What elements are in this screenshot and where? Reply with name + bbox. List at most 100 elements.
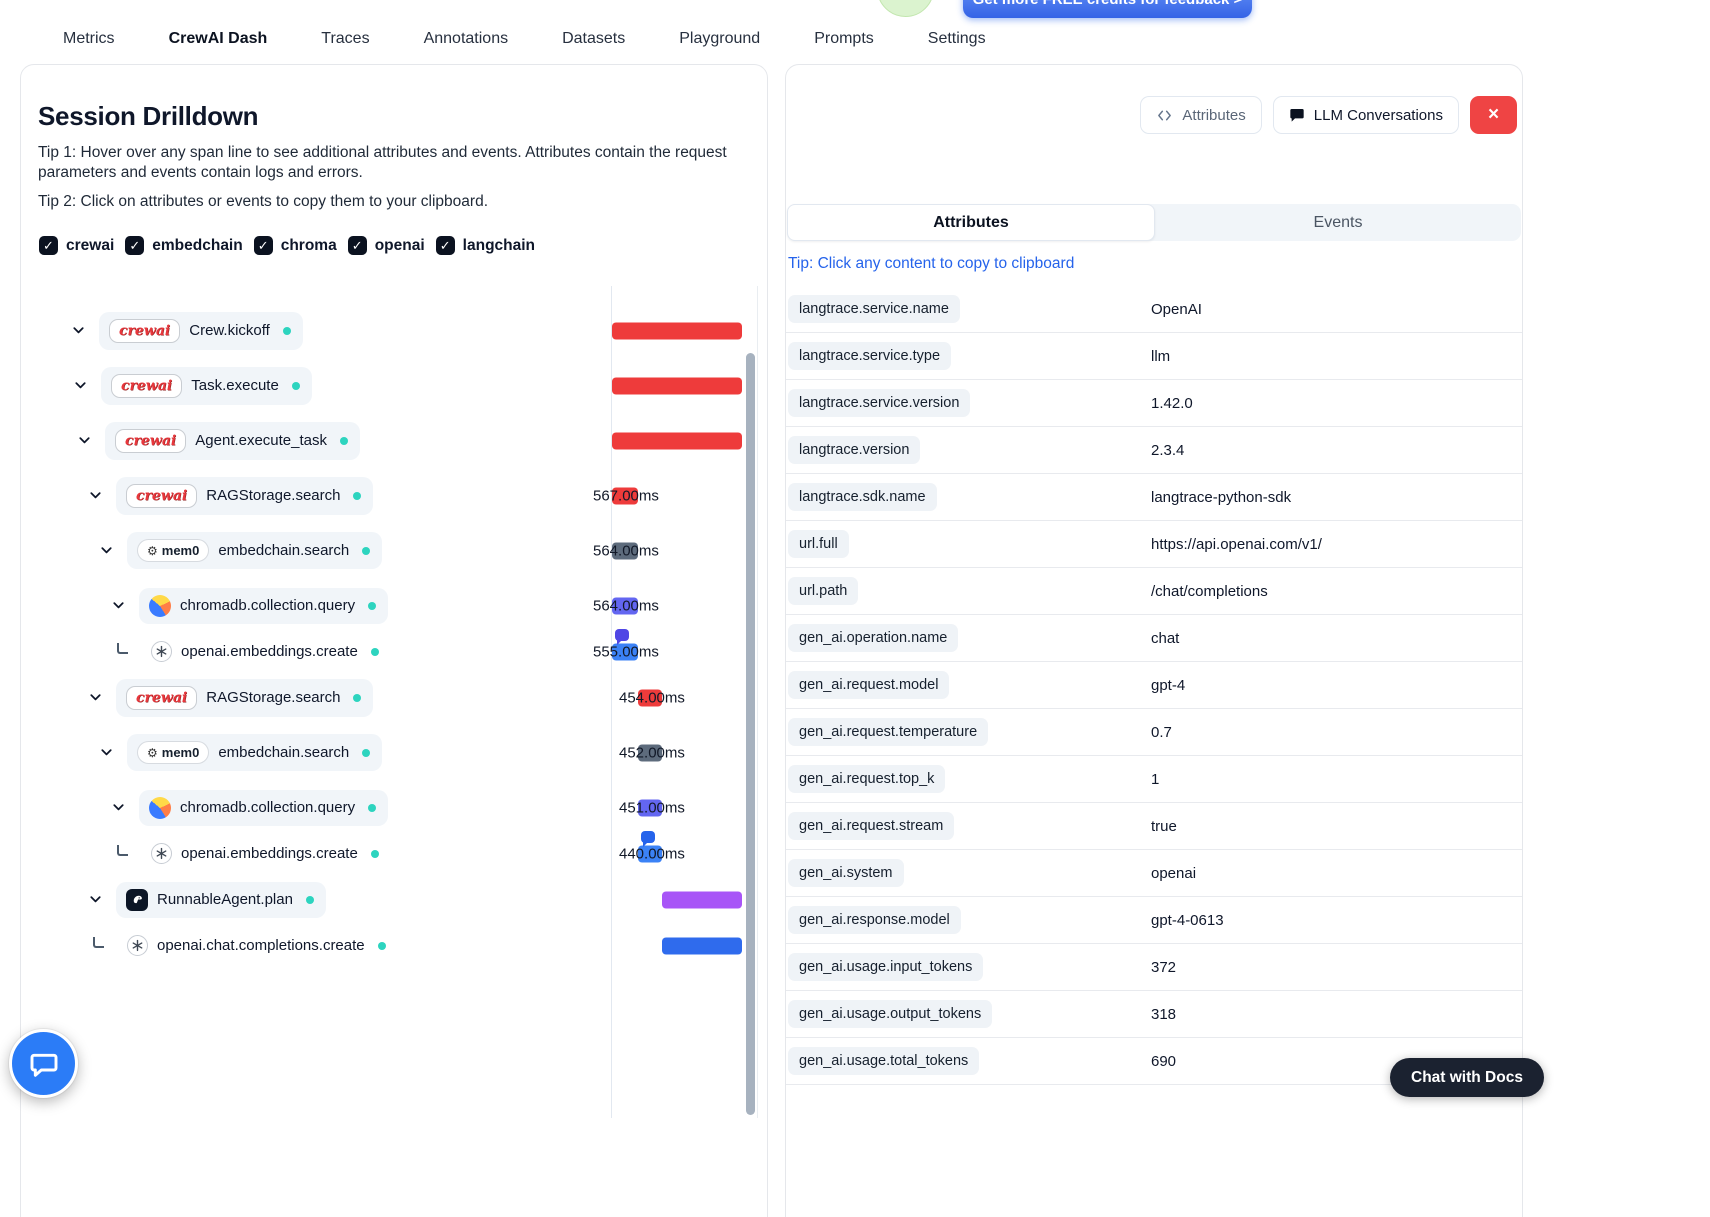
attribute-value[interactable]: 1.42.0: [1151, 394, 1193, 412]
span-timeline-bar[interactable]: [638, 799, 662, 816]
nav-tab-playground[interactable]: Playground: [679, 30, 761, 47]
span-timeline-bar[interactable]: [612, 322, 742, 339]
nav-tab-datasets[interactable]: Datasets: [562, 30, 626, 47]
checkbox-icon[interactable]: ✓: [125, 236, 145, 255]
span-timeline-bar[interactable]: [612, 542, 638, 559]
attribute-value[interactable]: 2.3.4: [1151, 441, 1185, 459]
attribute-value[interactable]: /chat/completions: [1151, 582, 1268, 600]
chevron-down-icon[interactable]: [111, 598, 126, 613]
checkbox-icon[interactable]: ✓: [347, 236, 367, 255]
span-row[interactable]: openai.embeddings.create 440.00ms: [21, 831, 769, 872]
chevron-down-icon[interactable]: [73, 378, 88, 393]
span-row[interactable]: chromadb.collection.query 451.00ms: [21, 780, 769, 835]
nav-tab-annotations[interactable]: Annotations: [423, 30, 509, 47]
span-label-pill[interactable]: chromadb.collection.query: [139, 587, 389, 624]
chevron-down-icon[interactable]: [88, 892, 103, 907]
attribute-key[interactable]: langtrace.service.type: [788, 342, 952, 370]
attribute-value[interactable]: gpt-4: [1151, 676, 1186, 694]
attribute-key[interactable]: gen_ai.request.top_k: [788, 765, 946, 793]
nav-tab-prompts[interactable]: Prompts: [814, 30, 874, 47]
span-label-pill[interactable]: chromadb.collection.query: [139, 789, 389, 826]
span-row[interactable]: chromadb.collection.query 564.00ms: [21, 578, 769, 633]
filter-langchain[interactable]: ✓ langchain: [435, 236, 535, 255]
span-label-pill[interactable]: ⚙ mem0 embedchain.search: [127, 532, 383, 569]
attribute-key[interactable]: gen_ai.request.stream: [788, 812, 955, 840]
span-row[interactable]: ⚙ mem0 embedchain.search 452.00ms: [21, 725, 769, 780]
attribute-key[interactable]: langtrace.service.version: [788, 389, 971, 417]
checkbox-icon[interactable]: ✓: [435, 236, 455, 255]
span-row[interactable]: crewai Crew.kickoff: [21, 303, 769, 358]
span-label-pill[interactable]: crewai Agent.execute_task: [105, 421, 361, 460]
attribute-key[interactable]: gen_ai.usage.total_tokens: [788, 1047, 980, 1075]
span-row[interactable]: crewai RAGStorage.search 567.00ms: [21, 468, 769, 523]
span-label-pill[interactable]: openai.chat.completions.create: [119, 931, 394, 960]
attribute-key[interactable]: gen_ai.operation.name: [788, 624, 959, 652]
span-row[interactable]: openai.chat.completions.create: [21, 927, 769, 964]
checkbox-icon[interactable]: ✓: [253, 236, 273, 255]
span-timeline-bar[interactable]: [612, 487, 638, 504]
chevron-down-icon[interactable]: [88, 690, 103, 705]
span-label-pill[interactable]: openai.embeddings.create: [143, 637, 387, 666]
attribute-key[interactable]: gen_ai.usage.output_tokens: [788, 1000, 993, 1028]
chevron-down-icon[interactable]: [111, 800, 126, 815]
attribute-value[interactable]: 318: [1151, 1005, 1177, 1023]
span-timeline-bar[interactable]: [638, 744, 662, 761]
attribute-value[interactable]: 690: [1151, 1052, 1177, 1070]
span-timeline-bar[interactable]: [612, 432, 742, 449]
attribute-key[interactable]: gen_ai.system: [788, 859, 904, 887]
llm-conversations-button[interactable]: LLM Conversations: [1272, 96, 1459, 134]
attribute-value[interactable]: 372: [1151, 958, 1177, 976]
chevron-down-icon[interactable]: [99, 745, 114, 760]
span-label-pill[interactable]: crewai Task.execute: [101, 366, 312, 405]
attribute-value[interactable]: 1: [1151, 770, 1160, 788]
copy-tip-link[interactable]: Tip: Click any content to copy to clipbo…: [788, 255, 1075, 272]
attribute-key[interactable]: url.path: [788, 577, 859, 605]
span-timeline-bar[interactable]: [612, 377, 742, 394]
close-button[interactable]: ×: [1470, 96, 1517, 134]
span-label-pill[interactable]: crewai RAGStorage.search: [116, 476, 374, 515]
span-timeline-bar[interactable]: [638, 689, 662, 706]
filter-embedchain[interactable]: ✓ embedchain: [125, 236, 243, 255]
span-label-pill[interactable]: ⚙ mem0 embedchain.search: [127, 734, 383, 771]
filter-crewai[interactable]: ✓ crewai: [39, 236, 114, 255]
chevron-down-icon[interactable]: [71, 323, 86, 338]
chat-widget-button[interactable]: [9, 1029, 78, 1098]
span-row[interactable]: crewai Task.execute: [21, 358, 769, 413]
nav-tab-crewai-dash[interactable]: CrewAI Dash: [168, 30, 268, 66]
nav-tab-metrics[interactable]: Metrics: [63, 30, 115, 47]
attribute-value[interactable]: gpt-4-0613: [1151, 911, 1224, 929]
attribute-key[interactable]: langtrace.service.name: [788, 295, 960, 323]
attribute-value[interactable]: openai: [1151, 864, 1197, 882]
nav-tab-settings[interactable]: Settings: [927, 30, 986, 47]
span-row[interactable]: ⚙ mem0 embedchain.search 564.00ms: [21, 523, 769, 578]
filter-openai[interactable]: ✓ openai: [347, 236, 425, 255]
llm-bubble-icon[interactable]: [615, 629, 629, 645]
tab-attributes[interactable]: Attributes: [787, 204, 1155, 241]
avatar[interactable]: [877, 0, 934, 17]
chevron-down-icon[interactable]: [99, 543, 114, 558]
span-row[interactable]: crewai RAGStorage.search 454.00ms: [21, 670, 769, 725]
attribute-value[interactable]: OpenAI: [1151, 300, 1202, 318]
attribute-key[interactable]: gen_ai.request.temperature: [788, 718, 989, 746]
span-row[interactable]: openai.embeddings.create 555.00ms: [21, 629, 769, 670]
attribute-key[interactable]: gen_ai.request.model: [788, 671, 950, 699]
attribute-value[interactable]: langtrace-python-sdk: [1151, 488, 1292, 506]
llm-bubble-icon[interactable]: [641, 831, 655, 847]
span-row[interactable]: RunnableAgent.plan: [21, 872, 769, 927]
span-timeline-bar[interactable]: [612, 643, 638, 660]
chat-with-docs-button[interactable]: Chat with Docs: [1390, 1058, 1544, 1097]
span-row[interactable]: crewai Agent.execute_task: [21, 413, 769, 468]
attributes-code-button[interactable]: Attributes: [1140, 96, 1262, 134]
chevron-down-icon[interactable]: [88, 488, 103, 503]
span-label-pill[interactable]: RunnableAgent.plan: [116, 881, 326, 918]
span-timeline-bar[interactable]: [638, 845, 662, 862]
attribute-value[interactable]: 0.7: [1151, 723, 1172, 741]
attribute-value[interactable]: chat: [1151, 629, 1180, 647]
spans-scrollbar[interactable]: [746, 353, 755, 1115]
attribute-key[interactable]: langtrace.version: [788, 436, 921, 464]
attribute-value[interactable]: https://api.openai.com/v1/: [1151, 535, 1322, 553]
free-credits-button[interactable]: Get more FREE credits for feedback >: [963, 0, 1252, 18]
span-label-pill[interactable]: crewai RAGStorage.search: [116, 678, 374, 717]
tab-events[interactable]: Events: [1313, 213, 1363, 231]
attribute-value[interactable]: true: [1151, 817, 1177, 835]
